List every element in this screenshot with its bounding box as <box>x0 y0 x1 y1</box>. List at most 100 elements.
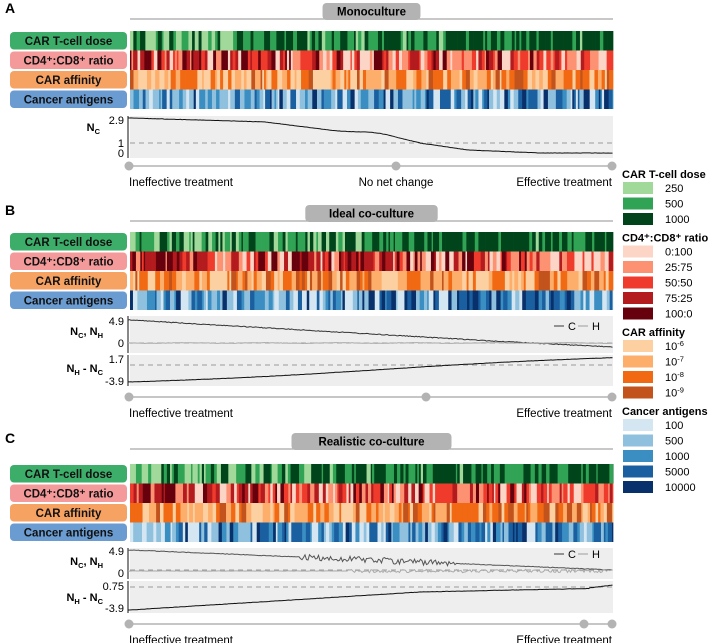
heatmap-cell <box>543 503 549 523</box>
heatmap-cell <box>411 31 415 51</box>
heatmap-cell <box>361 483 366 503</box>
heatmap-cell <box>420 271 427 291</box>
heatmap-cell <box>498 232 502 252</box>
heatmap-cell <box>356 70 360 90</box>
heatmap-cell <box>236 290 242 310</box>
heatmap-cell <box>532 251 537 271</box>
heatmap-cell <box>188 31 193 51</box>
heatmap-cell <box>160 251 163 271</box>
heatmap-cell <box>483 271 490 291</box>
axis-dot <box>421 392 431 402</box>
heatmap-cell <box>530 271 535 291</box>
heatmap-cell <box>511 290 516 310</box>
heatmap-cell <box>411 271 417 291</box>
heatmap-cell <box>389 31 392 51</box>
heatmap-cell <box>586 522 591 542</box>
heatmap-cell <box>437 522 442 542</box>
heatmap-row-antigens <box>130 89 614 109</box>
heatmap-cell <box>199 483 204 503</box>
heatmap-cell <box>265 89 268 109</box>
heatmap-cell <box>559 50 562 70</box>
heatmap-cell <box>432 70 438 90</box>
legend-swatch <box>623 340 653 352</box>
heatmap-cell <box>521 271 525 291</box>
heatmap-cell <box>217 251 221 271</box>
heatmap-cell <box>604 70 608 90</box>
heatmap-cell <box>504 483 507 503</box>
heatmap-cell <box>335 89 338 109</box>
heatmap-cell <box>217 70 221 90</box>
heatmap-cell <box>321 31 326 51</box>
heatmap-row-antigens <box>130 290 614 310</box>
heatmap-cell <box>490 31 494 51</box>
heatmap-cell <box>592 232 595 252</box>
difference-curve <box>128 584 613 611</box>
heatmap-cell <box>354 464 357 484</box>
heatmap-cell <box>552 522 556 542</box>
legend-item-label: 75:25 <box>665 293 693 305</box>
heatmap-cell <box>344 290 349 310</box>
heatmap-cell <box>402 232 405 252</box>
heatmap-cell <box>338 290 342 310</box>
heatmap-cell <box>402 251 405 271</box>
heatmap-cell <box>408 503 411 523</box>
heatmap-cell <box>163 31 168 51</box>
heatmap-cell <box>516 31 520 51</box>
heatmap-cell <box>400 290 405 310</box>
heatmap-cell <box>219 89 223 109</box>
heatmap-cell <box>185 271 192 291</box>
heatmap-cell <box>390 464 395 484</box>
heatmap-cell <box>321 464 324 484</box>
heatmap-cell <box>244 483 249 503</box>
heatmap-cell <box>212 70 216 90</box>
heatmap-cell <box>362 50 368 70</box>
heatmap-cell <box>420 31 424 51</box>
heatmap-cell <box>203 464 206 484</box>
heatmap-cell <box>201 522 205 542</box>
heatmap-cell <box>454 483 458 503</box>
heatmap-cell <box>404 70 407 90</box>
heatmap-cell <box>427 232 432 252</box>
heatmap-cell <box>152 271 156 291</box>
heatmap-cell <box>403 503 409 523</box>
heatmap-cell <box>476 232 479 252</box>
heatmap-cell <box>242 522 247 542</box>
heatmap-cell <box>527 464 531 484</box>
heatmap-cell <box>530 464 536 484</box>
heatmap-cell <box>534 271 540 291</box>
heatmap-cell <box>187 522 193 542</box>
heatmap-cell <box>184 464 187 484</box>
heatmap-cell <box>445 251 450 271</box>
heatmap-cell <box>168 522 171 542</box>
heatmap-cell <box>537 89 541 109</box>
heatmap-cell <box>224 31 229 51</box>
heatmap-cell <box>457 271 463 291</box>
heatmap-cell <box>264 70 267 90</box>
axis-dot <box>607 619 617 629</box>
heatmap-cell <box>496 503 499 523</box>
heatmap-cell <box>225 251 230 271</box>
legend-item-label: 100:0 <box>665 309 693 321</box>
heatmap-cell <box>489 89 494 109</box>
heatmap-cell <box>570 232 573 252</box>
heatmap-cell <box>353 483 357 503</box>
heatmap-cell <box>267 251 272 271</box>
legend-item-label: 1000 <box>665 451 689 463</box>
heatmap-cell <box>525 271 532 291</box>
heatmap-cell <box>271 89 275 109</box>
heatmap-cell <box>397 271 403 291</box>
heatmap-cell <box>177 464 182 484</box>
heatmap-cell <box>603 271 607 291</box>
heatmap-cell <box>255 31 260 51</box>
heatmap-cell <box>224 232 227 252</box>
heatmap-cell <box>578 251 583 271</box>
heatmap-cell <box>574 50 577 70</box>
heatmap-cell <box>192 483 196 503</box>
heatmap-cell <box>601 464 606 484</box>
heatmap-cell <box>259 89 264 109</box>
heatmap-cell <box>176 232 178 252</box>
heatmap-cell <box>309 271 313 291</box>
heatmap-cell <box>282 31 285 51</box>
heatmap-cell <box>534 503 538 523</box>
heatmap-cell <box>221 50 226 70</box>
